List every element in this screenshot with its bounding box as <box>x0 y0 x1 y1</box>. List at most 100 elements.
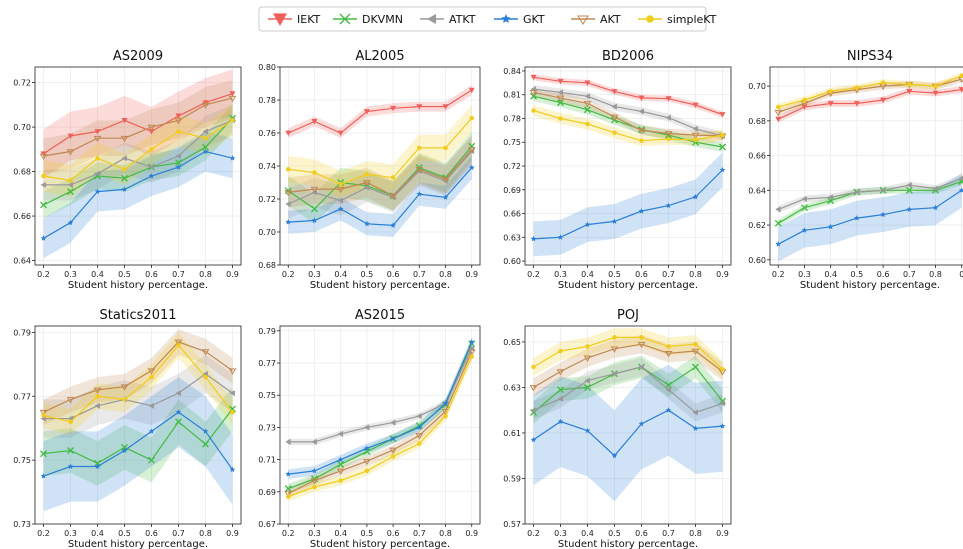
chart-panel-as2015: AS2015 0.2 0.3 0.4 0.5 0.6 0.7 0.8 0.9 Student hi… <box>258 308 481 549</box>
x-tick-label: 0.6 <box>635 529 648 538</box>
plot-area <box>529 74 727 257</box>
data-point <box>202 128 208 135</box>
data-point <box>364 220 370 227</box>
chart-panel-as2009: AS2009 0.2 0.3 0.4 0.5 0.6 0.7 0.8 0.9 Student hi… <box>13 49 242 291</box>
band-akt <box>288 346 472 499</box>
series-line <box>43 119 233 182</box>
x-tick-label: 0.4 <box>581 529 594 538</box>
data-point <box>40 201 47 209</box>
series-simplekt <box>41 342 235 425</box>
data-point <box>612 335 617 340</box>
data-point <box>530 436 537 443</box>
data-point <box>800 204 808 212</box>
x-tick-label: 0.7 <box>413 270 426 279</box>
data-point <box>336 468 345 475</box>
x-tick-label: 0.5 <box>118 529 131 538</box>
data-point <box>122 397 127 402</box>
data-point <box>364 172 370 177</box>
series-gkt <box>530 407 726 459</box>
x-axis: 0.2 0.3 0.4 0.5 0.6 0.7 0.8 0.9 Student history … <box>282 524 478 549</box>
data-point <box>468 339 475 345</box>
chart-title: AS2015 <box>355 308 405 323</box>
y-tick-label: 0.79 <box>258 327 276 336</box>
data-point <box>801 196 807 202</box>
data-point <box>203 135 208 141</box>
x-tick-label: 0.6 <box>877 270 890 279</box>
chart-panel-al2005: AL2005 0.2 0.3 0.4 0.5 0.6 0.7 0.8 0.9 Student hi… <box>258 49 481 291</box>
x-tick-label: 0.8 <box>439 529 452 538</box>
axes-frame <box>34 325 242 525</box>
data-point <box>958 87 963 93</box>
data-point <box>558 348 563 354</box>
y-tick-label: 0.72 <box>503 162 521 171</box>
data-point <box>337 456 344 463</box>
y-tick-label: 0.68 <box>748 117 766 126</box>
data-point <box>310 186 319 194</box>
data-point <box>390 105 397 112</box>
data-point <box>363 109 370 115</box>
series-line <box>288 89 473 134</box>
data-point <box>665 386 671 393</box>
legend-entry-akt: AKT <box>571 13 621 26</box>
x-tick-label: 0.3 <box>798 270 811 279</box>
data-point <box>880 211 886 218</box>
legend-label: GKT <box>523 13 545 26</box>
series-line <box>533 169 723 240</box>
chart-panel-statics2011: Statics2011 0.2 0.3 0.4 0.5 0.6 0.7 0.8 0.9 Stude… <box>13 308 242 549</box>
data-point <box>175 164 182 170</box>
series-line <box>43 93 233 155</box>
band-simplekt <box>533 105 723 147</box>
data-point <box>338 181 343 187</box>
chart-title: AS2009 <box>113 49 163 64</box>
chart-title: BD2006 <box>602 49 654 64</box>
data-point <box>907 82 912 87</box>
grid <box>770 67 963 265</box>
data-point <box>469 115 474 121</box>
y-axis: 0.73 0.75 0.77 0.79 <box>13 328 35 529</box>
x-tick-label: 0.7 <box>172 270 185 279</box>
data-point <box>148 456 155 464</box>
x-tick-label: 0.4 <box>334 270 347 279</box>
chart-title: NIPS34 <box>847 49 893 64</box>
band-atkt <box>533 85 723 140</box>
data-point <box>692 193 699 200</box>
data-point <box>40 235 47 241</box>
x-tick-label: 0.2 <box>37 529 50 538</box>
data-point <box>638 420 645 427</box>
x-tick-label: 0.3 <box>64 529 77 538</box>
y-tick-label: 0.81 <box>503 91 521 100</box>
data-point <box>853 101 860 107</box>
legend-entry-iekt: IEKT <box>268 13 321 26</box>
data-point <box>612 130 617 135</box>
x-tick-label: 0.6 <box>145 270 158 279</box>
x-tick-label: 0.6 <box>145 529 158 538</box>
data-point <box>802 97 807 103</box>
data-point <box>95 155 100 161</box>
data-point <box>311 438 317 445</box>
data-point <box>390 454 396 459</box>
series-line <box>533 88 723 137</box>
x-tick-label: 0.6 <box>387 529 400 538</box>
data-point <box>827 194 834 201</box>
band-iekt <box>288 85 472 138</box>
x-tick-label: 0.8 <box>199 270 212 279</box>
series-gkt <box>285 164 475 228</box>
legend-label: DKVMN <box>362 13 403 26</box>
data-point <box>362 180 371 187</box>
band-gkt <box>43 377 233 512</box>
band-dkvmn <box>288 338 472 494</box>
series-simplekt <box>531 108 725 143</box>
data-point <box>827 101 834 107</box>
data-point <box>932 90 939 97</box>
data-point <box>94 402 100 409</box>
y-tick-label: 0.63 <box>503 233 521 242</box>
y-axis: 0.57 0.59 0.61 0.63 0.65 <box>503 338 525 529</box>
y-tick-label: 0.77 <box>258 359 276 368</box>
data-point <box>284 190 293 197</box>
data-point <box>286 494 291 499</box>
data-point <box>362 458 371 466</box>
data-point <box>148 173 155 179</box>
data-point <box>775 116 782 123</box>
series-line <box>533 76 723 116</box>
data-point <box>229 405 236 413</box>
